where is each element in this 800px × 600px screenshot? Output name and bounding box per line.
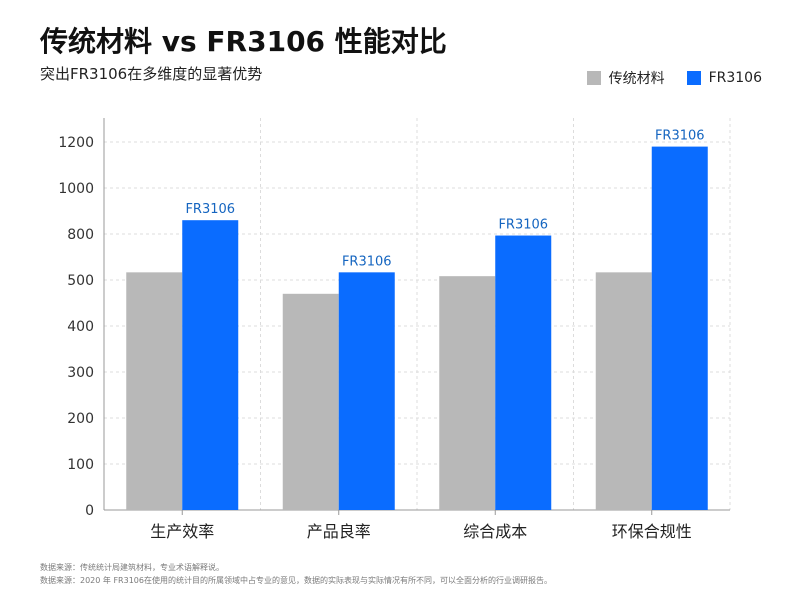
data-label: FR3106 — [342, 254, 392, 269]
footnote-line-1: 数据来源：传统统计局建筑材料，专业术语解释说。 — [40, 563, 224, 572]
y-tick-label: 100 — [67, 457, 94, 473]
x-tick-label: 生产效率 — [150, 522, 214, 541]
footnote-line-2: 数据来源：2020 年 FR3106在使用的统计目的所属领域中占专业的意见，数据… — [40, 576, 552, 585]
y-tick-label: 300 — [67, 365, 94, 381]
y-tick-label: 800 — [67, 227, 94, 243]
y-tick-label: 1200 — [58, 135, 94, 151]
bar-traditional — [126, 272, 183, 510]
bar-fr3106 — [338, 272, 395, 510]
y-tick-label: 500 — [67, 273, 94, 289]
x-tick-label: 环保合规性 — [612, 522, 692, 541]
legend: 传统材料 FR3106 — [573, 68, 762, 88]
y-tick-label: 0 — [85, 503, 94, 519]
bar-fr3106 — [651, 146, 708, 510]
x-tick-label: 产品良率 — [307, 522, 371, 541]
legend-label-fr3106: FR3106 — [708, 70, 762, 86]
x-tick-label: 综合成本 — [463, 522, 527, 541]
data-label: FR3106 — [185, 202, 235, 217]
chart-title: 传统材料 vs FR3106 性能对比 — [40, 25, 447, 58]
bar-traditional — [595, 272, 652, 510]
y-tick-label: 400 — [67, 319, 94, 335]
legend-item-fr3106: FR3106 — [686, 70, 762, 86]
legend-item-traditional: 传统材料 — [586, 68, 665, 88]
chart-subtitle: 突出FR3106在多维度的显著优势 — [40, 65, 263, 83]
data-label: FR3106 — [498, 218, 548, 233]
legend-swatch-fr3106 — [686, 71, 701, 85]
data-label: FR3106 — [655, 129, 705, 144]
bar-traditional — [439, 276, 496, 510]
legend-label-traditional: 传统材料 — [608, 71, 665, 87]
bar-traditional — [282, 293, 339, 510]
bar-fr3106 — [182, 220, 239, 510]
y-tick-label: 1000 — [58, 181, 94, 197]
y-tick-label: 200 — [67, 411, 94, 427]
legend-swatch-traditional — [586, 71, 601, 85]
bar-fr3106 — [495, 235, 552, 511]
